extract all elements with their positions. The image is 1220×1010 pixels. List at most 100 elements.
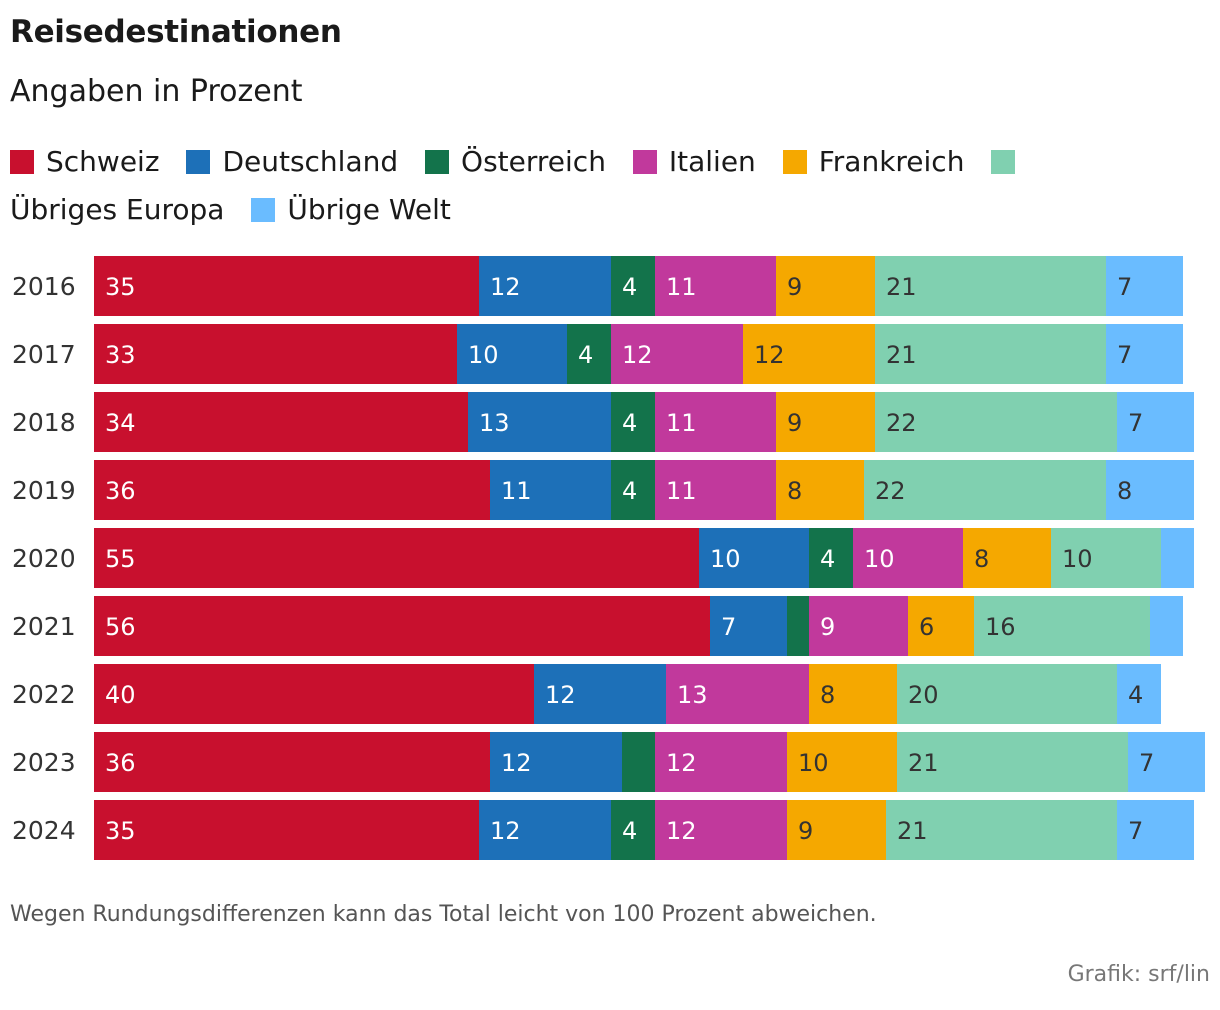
bar-segment-schweiz-2024 <box>94 800 479 860</box>
legend-swatch <box>632 150 657 174</box>
bar-segment-oesterreich-2017 <box>567 324 611 384</box>
bar-segment-uebrige-welt-2019 <box>1106 460 1194 520</box>
bar-segment-oesterreich-2018 <box>611 392 655 452</box>
legend-label: Österreich <box>461 145 606 178</box>
footnote: Wegen Rundungsdifferenzen kann das Total… <box>10 902 877 927</box>
data-label-frankreich-2017: 12 <box>754 341 785 369</box>
bar-segment-uebrige-welt-2024 <box>1117 800 1194 860</box>
legend-swatch <box>425 150 450 174</box>
bar-segment-oesterreich-2024 <box>611 800 655 860</box>
bar-segment-frankreich-2016 <box>776 256 875 316</box>
data-label-schweiz-2023: 36 <box>105 749 136 777</box>
data-label-schweiz-2017: 33 <box>105 341 136 369</box>
bar-segment-schweiz-2021 <box>94 596 710 656</box>
data-label-uebriges-europa-2024: 21 <box>897 817 928 845</box>
data-label-schweiz-2018: 34 <box>105 409 136 437</box>
source-credit: Grafik: srf/lin <box>1067 962 1210 987</box>
bar-segment-oesterreich-2023 <box>622 732 655 792</box>
bar-segment-schweiz-2019 <box>94 460 490 520</box>
legend-swatch <box>782 150 807 174</box>
bar-segment-frankreich-2021 <box>908 596 974 656</box>
legend-label: Deutschland <box>222 145 399 178</box>
data-label-frankreich-2022: 8 <box>820 681 835 709</box>
bar-segment-deutschland-2017 <box>457 324 567 384</box>
legend-item-deutschland: Deutschland <box>186 145 398 178</box>
bar-segment-italien-2018 <box>655 392 776 452</box>
bar-segment-italien-2019 <box>655 460 776 520</box>
bar-segment-uebriges-europa-2021 <box>974 596 1150 656</box>
bar-segment-frankreich-2020 <box>963 528 1051 588</box>
bar-segment-schweiz-2016 <box>94 256 479 316</box>
data-label-frankreich-2021: 6 <box>919 613 934 641</box>
data-label-frankreich-2016: 9 <box>787 273 802 301</box>
bar-segment-italien-2021 <box>809 596 908 656</box>
data-label-italien-2023: 12 <box>666 749 697 777</box>
bar-segment-deutschland-2023 <box>490 732 622 792</box>
legend-item-schweiz: Schweiz <box>10 145 160 178</box>
legend-swatch <box>10 150 34 174</box>
bar-segment-frankreich-2023 <box>787 732 897 792</box>
bar-segment-uebriges-europa-2023 <box>897 732 1128 792</box>
bar-segment-italien-2017 <box>611 324 743 384</box>
y-tick-label-2020: 2020 <box>12 544 76 573</box>
data-label-schweiz-2019: 36 <box>105 477 136 505</box>
data-label-deutschland-2021: 7 <box>721 613 736 641</box>
data-label-schweiz-2016: 35 <box>105 273 136 301</box>
data-label-uebrige-welt-2017: 7 <box>1117 341 1132 369</box>
data-label-oesterreich-2018: 4 <box>622 409 637 437</box>
data-label-oesterreich-2020: 4 <box>820 545 835 573</box>
legend-item-frankreich: Frankreich <box>782 145 965 178</box>
y-tick-label-2018: 2018 <box>12 408 76 437</box>
data-label-deutschland-2022: 12 <box>545 681 576 709</box>
bar-segment-deutschland-2020 <box>699 528 809 588</box>
bar-segment-oesterreich-2021 <box>787 596 809 656</box>
data-label-uebriges-europa-2016: 21 <box>886 273 917 301</box>
data-label-frankreich-2020: 8 <box>974 545 989 573</box>
bar-segment-frankreich-2019 <box>776 460 864 520</box>
bar-segment-uebriges-europa-2019 <box>864 460 1106 520</box>
data-label-uebriges-europa-2022: 20 <box>908 681 939 709</box>
legend-label: Frankreich <box>818 145 965 178</box>
data-label-frankreich-2024: 9 <box>798 817 813 845</box>
data-label-uebriges-europa-2023: 21 <box>908 749 939 777</box>
bar-segment-uebriges-europa-2017 <box>875 324 1106 384</box>
data-label-schweiz-2022: 40 <box>105 681 136 709</box>
y-tick-label-2019: 2019 <box>12 476 76 505</box>
data-label-uebrige-welt-2019: 8 <box>1117 477 1132 505</box>
data-label-schweiz-2024: 35 <box>105 817 136 845</box>
bar-segment-uebriges-europa-2022 <box>897 664 1117 724</box>
legend-label: Übrige Welt <box>287 193 451 226</box>
bar-segment-italien-2024 <box>655 800 787 860</box>
data-label-uebrige-welt-2023: 7 <box>1139 749 1154 777</box>
bar-segment-frankreich-2024 <box>787 800 886 860</box>
y-tick-label-2024: 2024 <box>12 816 76 845</box>
legend-item-uebriges-europa: Übriges Europa <box>10 145 1027 226</box>
bar-segment-uebriges-europa-2020 <box>1051 528 1161 588</box>
data-label-deutschland-2023: 12 <box>501 749 532 777</box>
bar-segment-deutschland-2019 <box>490 460 611 520</box>
legend-swatch <box>186 150 211 174</box>
data-label-deutschland-2024: 12 <box>490 817 521 845</box>
bar-segment-schweiz-2022 <box>94 664 534 724</box>
bar-segment-schweiz-2023 <box>94 732 490 792</box>
data-label-uebrige-welt-2018: 7 <box>1128 409 1143 437</box>
data-label-frankreich-2019: 8 <box>787 477 802 505</box>
bar-segment-oesterreich-2020 <box>809 528 853 588</box>
bar-segment-deutschland-2022 <box>534 664 666 724</box>
bar-segment-frankreich-2018 <box>776 392 875 452</box>
y-tick-label-2023: 2023 <box>12 748 76 777</box>
data-label-oesterreich-2024: 4 <box>622 817 637 845</box>
data-label-uebriges-europa-2020: 10 <box>1062 545 1093 573</box>
bar-segment-deutschland-2018 <box>468 392 611 452</box>
data-label-uebrige-welt-2024: 7 <box>1128 817 1143 845</box>
data-label-uebrige-welt-2022: 4 <box>1128 681 1143 709</box>
bar-segment-frankreich-2017 <box>743 324 875 384</box>
bar-segment-uebriges-europa-2018 <box>875 392 1117 452</box>
data-label-schweiz-2020: 55 <box>105 545 136 573</box>
data-label-italien-2020: 10 <box>864 545 895 573</box>
bar-segment-schweiz-2018 <box>94 392 468 452</box>
legend: Schweiz Deutschland Österreich Italien F… <box>10 138 1120 234</box>
legend-item-oesterreich: Österreich <box>425 145 606 178</box>
data-label-oesterreich-2017: 4 <box>578 341 593 369</box>
